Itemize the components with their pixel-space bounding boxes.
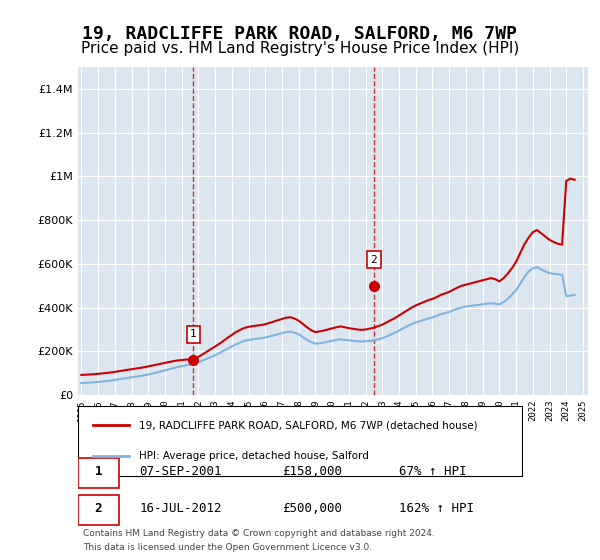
Text: 1: 1	[190, 329, 197, 339]
Text: 19, RADCLIFFE PARK ROAD, SALFORD, M6 7WP: 19, RADCLIFFE PARK ROAD, SALFORD, M6 7WP	[83, 25, 517, 43]
Text: Contains HM Land Registry data © Crown copyright and database right 2024.: Contains HM Land Registry data © Crown c…	[83, 529, 435, 538]
Text: 1: 1	[95, 465, 102, 478]
Text: 2: 2	[95, 502, 102, 515]
Text: 16-JUL-2012: 16-JUL-2012	[139, 502, 222, 515]
Text: 19, RADCLIFFE PARK ROAD, SALFORD, M6 7WP (detached house): 19, RADCLIFFE PARK ROAD, SALFORD, M6 7WP…	[139, 420, 478, 430]
Text: 07-SEP-2001: 07-SEP-2001	[139, 465, 222, 478]
FancyBboxPatch shape	[78, 458, 119, 488]
FancyBboxPatch shape	[78, 495, 119, 525]
Text: £158,000: £158,000	[282, 465, 342, 478]
Text: 67% ↑ HPI: 67% ↑ HPI	[400, 465, 467, 478]
Text: £500,000: £500,000	[282, 502, 342, 515]
Text: 2: 2	[371, 255, 377, 264]
Text: HPI: Average price, detached house, Salford: HPI: Average price, detached house, Salf…	[139, 451, 369, 461]
Text: This data is licensed under the Open Government Licence v3.0.: This data is licensed under the Open Gov…	[83, 543, 372, 552]
Text: 162% ↑ HPI: 162% ↑ HPI	[400, 502, 475, 515]
Text: Price paid vs. HM Land Registry's House Price Index (HPI): Price paid vs. HM Land Registry's House …	[81, 41, 519, 56]
FancyBboxPatch shape	[78, 406, 522, 476]
